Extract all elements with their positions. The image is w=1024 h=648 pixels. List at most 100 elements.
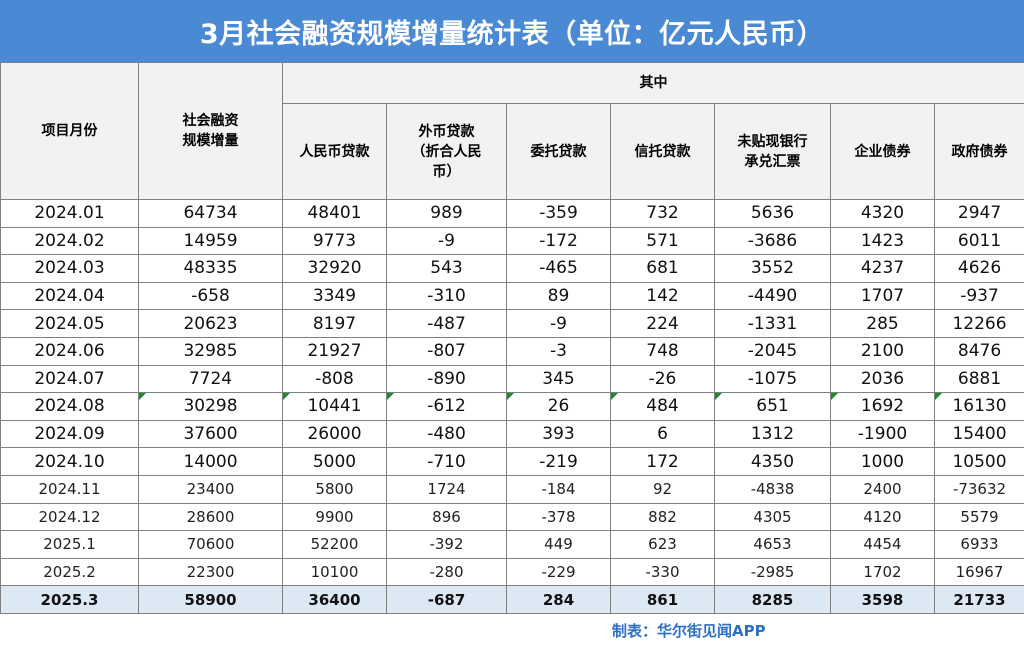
- cell-period: 2024.10: [0, 447, 139, 476]
- cell-total: -658: [138, 281, 283, 311]
- cell-period: 2025.3: [0, 585, 139, 615]
- cell-rmb: 48401: [282, 199, 387, 228]
- cell-trust: 623: [610, 530, 715, 559]
- header-row-2: 人民币贷款 外币贷款 （折合人民 币） 委托贷款 信托贷款 未贴现银行 承兑汇票…: [1, 103, 1024, 200]
- table-row: 2024.07 7724 -808 -890 345 -26 -1075 203…: [0, 364, 1024, 394]
- cell-entrusted: 393: [506, 419, 611, 449]
- cell-trust: 861: [610, 585, 715, 615]
- header-bills-line2: 承兑汇票: [744, 153, 801, 170]
- cell-total: 28600: [138, 502, 283, 532]
- cell-gov: 10500: [933, 447, 1024, 476]
- table-row: 2024.04 -658 3349 -310 89 142 -4490 1707…: [0, 281, 1024, 311]
- header-fx-line2: （折合人民: [411, 143, 482, 160]
- header-period: 项目月份: [0, 62, 139, 200]
- cell-gov: 16130: [933, 392, 1024, 421]
- cell-trust: 748: [610, 336, 715, 366]
- cell-bills: -4490: [714, 281, 831, 311]
- cell-rmb: 10100: [282, 557, 387, 587]
- cell-gov: 6881: [933, 364, 1024, 394]
- table-row: 2024.09 37600 26000 -480 393 6 1312 -190…: [0, 419, 1024, 449]
- cell-fx: -9: [386, 226, 507, 256]
- cell-period: 2024.09: [0, 419, 139, 449]
- cell-trust: 484: [610, 392, 715, 421]
- cell-entrusted: -359: [506, 199, 611, 228]
- cell-gov: 15400: [933, 419, 1024, 449]
- cell-period: 2024.01: [0, 199, 139, 228]
- cell-fx: -487: [386, 309, 507, 338]
- cell-fx: -480: [386, 419, 507, 449]
- cell-gov: 6933: [933, 530, 1024, 559]
- header-group: 其中: [281, 62, 1024, 104]
- cell-period: 2024.12: [0, 502, 139, 532]
- cell-period: 2025.1: [0, 530, 139, 559]
- cell-corp: 1000: [830, 447, 935, 476]
- cell-entrusted: -229: [506, 557, 611, 587]
- cell-gov: -73632: [933, 474, 1024, 504]
- header-government-bonds: 政府债券: [933, 103, 1024, 200]
- cell-entrusted: 89: [506, 281, 611, 311]
- cell-period: 2025.2: [0, 557, 139, 587]
- header-rmb-loans: 人民币贷款: [282, 103, 387, 200]
- cell-total: 23400: [138, 474, 283, 504]
- cell-entrusted: 284: [506, 585, 611, 615]
- cell-entrusted: -219: [506, 447, 611, 476]
- cell-entrusted: -378: [506, 502, 611, 532]
- header-fx-line3: 币）: [432, 163, 461, 180]
- cell-corp: 4320: [830, 199, 935, 228]
- cell-bills: 651: [714, 392, 831, 421]
- cell-entrusted: 449: [506, 530, 611, 559]
- cell-rmb: 9900: [282, 502, 387, 532]
- table-row: 2024.01 64734 48401 989 -359 732 5636 43…: [0, 199, 1024, 228]
- cell-entrusted: 26: [506, 392, 611, 421]
- cell-bills: 8285: [714, 585, 831, 615]
- cell-trust: 681: [610, 254, 715, 283]
- cell-rmb: 9773: [282, 226, 387, 256]
- cell-rmb: 5800: [282, 474, 387, 504]
- cell-entrusted: -172: [506, 226, 611, 256]
- cell-fx: -890: [386, 364, 507, 394]
- cell-total: 20623: [138, 309, 283, 338]
- cell-entrusted: 345: [506, 364, 611, 394]
- cell-bills: -4838: [714, 474, 831, 504]
- cell-total: 22300: [138, 557, 283, 587]
- cell-gov: 5579: [933, 502, 1024, 532]
- cell-fx: -280: [386, 557, 507, 587]
- cell-gov: 12266: [933, 309, 1024, 338]
- cell-trust: 142: [610, 281, 715, 311]
- cell-period: 2024.02: [0, 226, 139, 256]
- cell-period: 2024.07: [0, 364, 139, 394]
- cell-fx: -807: [386, 336, 507, 366]
- cell-fx: -310: [386, 281, 507, 311]
- cell-rmb: -808: [282, 364, 387, 394]
- cell-fx: -392: [386, 530, 507, 559]
- cell-bills: -2045: [714, 336, 831, 366]
- header-total-line2: 规模增量: [182, 133, 239, 149]
- cell-rmb: 21927: [282, 336, 387, 366]
- cell-bills: 4653: [714, 530, 831, 559]
- cell-bills: -2985: [714, 557, 831, 587]
- financing-table: 项目月份 社会融资 规模增量 其中 人民币贷款 外币贷款 （折合人民 币） 委托…: [0, 62, 1024, 615]
- cell-trust: 571: [610, 226, 715, 256]
- table-row: 2024.03 48335 32920 543 -465 681 3552 42…: [0, 254, 1024, 283]
- cell-rmb: 10441: [282, 392, 387, 421]
- cell-trust: 172: [610, 447, 715, 476]
- cell-corp: 2100: [830, 336, 935, 366]
- cell-rmb: 52200: [282, 530, 387, 559]
- cell-corp: 3598: [830, 585, 935, 615]
- cell-corp: 285: [830, 309, 935, 338]
- table-row: 2024.02 14959 9773 -9 -172 571 -3686 142…: [0, 226, 1024, 256]
- cell-total: 32985: [138, 336, 283, 366]
- header-bank-acceptance: 未贴现银行 承兑汇票: [714, 103, 831, 200]
- cell-bills: -1331: [714, 309, 831, 338]
- cell-corp: 2400: [830, 474, 935, 504]
- cell-trust: 92: [610, 474, 715, 504]
- cell-period: 2024.04: [0, 281, 139, 311]
- cell-total: 30298: [138, 392, 283, 421]
- cell-fx: 543: [386, 254, 507, 283]
- cell-gov: 16967: [933, 557, 1024, 587]
- cell-corp: 2036: [830, 364, 935, 394]
- cell-bills: 4305: [714, 502, 831, 532]
- header-entrusted-loans: 委托贷款: [506, 103, 611, 200]
- cell-trust: -330: [610, 557, 715, 587]
- cell-period: 2024.03: [0, 254, 139, 283]
